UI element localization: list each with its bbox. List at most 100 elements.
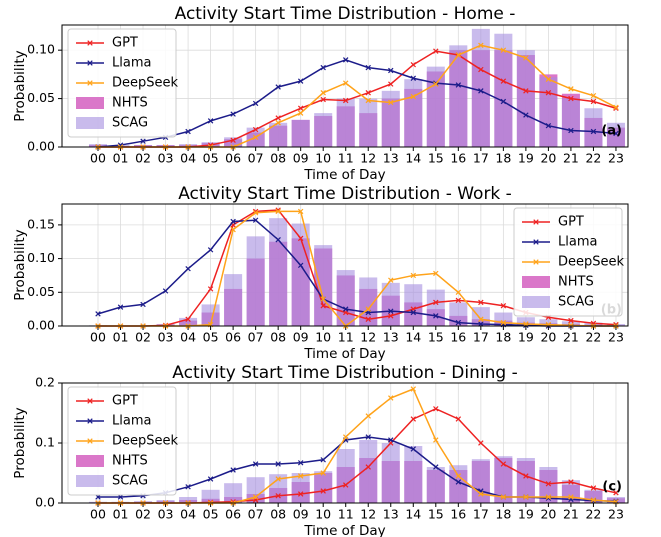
bar <box>246 477 265 503</box>
marker <box>95 311 101 317</box>
x-tick-label: 23 <box>608 151 624 166</box>
x-tick-label: 15 <box>428 507 444 522</box>
x-tick-label: 10 <box>315 507 331 522</box>
legend-marker <box>87 40 93 46</box>
marker <box>297 105 304 111</box>
marker <box>433 437 439 443</box>
marker <box>433 299 439 306</box>
bar <box>179 497 198 503</box>
marker <box>433 81 439 87</box>
marker <box>433 48 439 54</box>
bar <box>606 122 625 147</box>
marker <box>185 484 191 490</box>
x-tick-label: 22 <box>585 507 601 522</box>
y-tick-label: 0.10 <box>27 42 55 57</box>
marker <box>433 406 439 412</box>
marker <box>365 97 371 104</box>
x-tick-label: 22 <box>585 151 601 166</box>
legend-swatch <box>522 276 550 288</box>
x-tick-label: 21 <box>563 330 579 345</box>
legend-label: NHTS <box>558 275 594 290</box>
y-axis-label: Probability <box>12 50 28 121</box>
legend-marker <box>87 398 93 404</box>
plot-frame <box>61 203 629 327</box>
bar <box>224 274 243 326</box>
marker <box>568 317 574 324</box>
marker <box>568 127 574 134</box>
bar <box>471 307 490 326</box>
x-tick-label: 20 <box>540 151 556 166</box>
marker <box>500 47 507 53</box>
marker <box>545 481 552 487</box>
marker <box>545 494 552 500</box>
legend-swatch <box>76 455 104 467</box>
x-tick-label: 16 <box>450 330 466 345</box>
bar <box>246 236 265 326</box>
x-tick-label: 21 <box>563 507 579 522</box>
bar <box>426 467 445 503</box>
marker <box>523 112 529 118</box>
bar <box>314 113 333 147</box>
x-tick-label: 10 <box>315 151 331 166</box>
x-tick-label: 00 <box>90 151 106 166</box>
plot-frame <box>61 382 629 504</box>
marker <box>455 319 462 326</box>
bar <box>359 440 378 503</box>
chart-title: Activity Start Time Distribution - Home … <box>175 4 516 24</box>
x-tick-label: 19 <box>518 507 534 522</box>
bar <box>179 317 198 326</box>
x-tick-label: 01 <box>113 330 129 345</box>
bar <box>561 321 580 326</box>
marker <box>388 99 394 106</box>
x-tick-label: 14 <box>405 330 421 345</box>
legend-label: GPT <box>112 394 138 409</box>
marker <box>342 434 349 440</box>
x-tick-label: 21 <box>563 151 579 166</box>
marker <box>455 289 462 296</box>
marker <box>388 437 394 443</box>
x-axis-label: Time of Day <box>303 523 385 537</box>
marker <box>545 76 552 82</box>
marker <box>297 460 304 466</box>
marker <box>252 134 259 141</box>
marker <box>478 88 484 94</box>
marker <box>275 493 281 499</box>
bar <box>134 145 153 147</box>
marker <box>252 100 259 107</box>
marker <box>523 473 529 479</box>
legend-marker <box>87 438 93 444</box>
marker <box>185 316 191 322</box>
marker <box>433 270 439 277</box>
marker <box>500 98 507 105</box>
marker <box>455 479 462 485</box>
x-tick-label: 00 <box>90 507 106 522</box>
x-tick-label: 09 <box>293 330 309 345</box>
marker <box>388 313 394 319</box>
x-tick-label: 17 <box>473 507 489 522</box>
marker <box>523 55 529 61</box>
annotation: (a) <box>601 124 622 139</box>
bar <box>381 90 400 147</box>
marker <box>297 208 304 215</box>
marker <box>230 218 236 225</box>
marker <box>320 296 326 302</box>
marker <box>500 319 507 326</box>
x-tick-label: 22 <box>585 330 601 345</box>
chart-title: Activity Start Time Distribution - Work … <box>178 184 512 204</box>
marker <box>252 494 259 500</box>
x-tick-label: 13 <box>383 330 399 345</box>
x-tick-label: 01 <box>113 151 129 166</box>
marker <box>478 491 484 497</box>
marker <box>388 67 394 74</box>
marker <box>230 111 236 117</box>
x-tick-label: 05 <box>203 151 219 166</box>
marker <box>568 479 574 485</box>
line <box>97 219 616 327</box>
x-tick-label: 01 <box>113 507 129 522</box>
marker <box>230 467 236 473</box>
bar <box>224 137 243 147</box>
legend-box <box>67 28 177 138</box>
legend-marker <box>533 219 539 225</box>
marker <box>388 81 394 87</box>
